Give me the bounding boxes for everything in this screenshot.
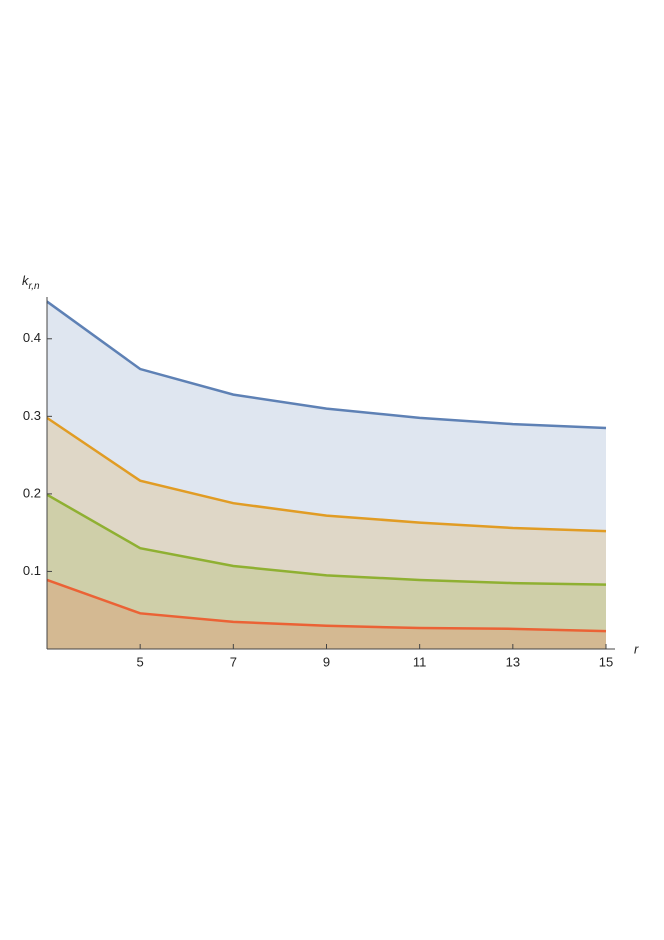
series-line: [46, 300, 607, 430]
x-tick-label: 15: [599, 654, 613, 669]
x-tick-label: 11: [413, 654, 427, 669]
y-tick-label: 0.2: [23, 485, 41, 500]
y-axis-label: kr,n: [22, 273, 40, 291]
area-fill: [47, 579, 606, 649]
x-tick-label: 13: [506, 654, 520, 669]
y-tick-label: 0.1: [23, 563, 41, 578]
series-line: [46, 416, 607, 533]
x-tick-label: 5: [137, 654, 144, 669]
series-line: [46, 578, 607, 633]
area-fill: [47, 494, 606, 649]
area-fill: [47, 417, 606, 649]
area-fill: [47, 301, 606, 649]
y-tick-label: 0.4: [23, 330, 41, 345]
y-tick-label: 0.3: [23, 408, 41, 423]
series-line: [46, 493, 607, 586]
x-tick-label: 9: [323, 654, 330, 669]
x-tick-label: 7: [230, 654, 237, 669]
x-axis-label: r: [634, 641, 639, 656]
